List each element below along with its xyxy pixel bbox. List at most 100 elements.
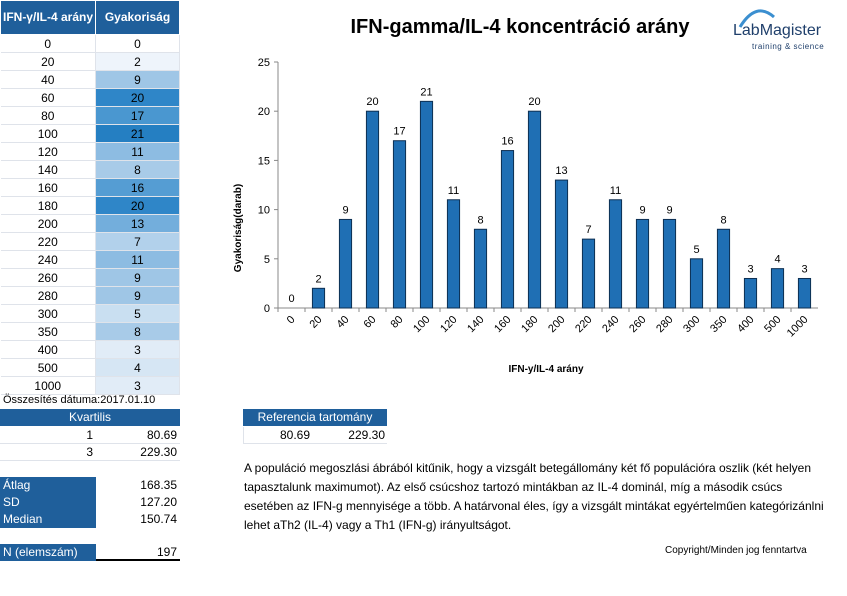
column-header-frequency: Gyakoriság <box>95 0 180 35</box>
reference-header: Referencia tartomány <box>243 409 387 426</box>
quartile-row: 3 229.30 <box>0 444 180 461</box>
bar-data-label: 5 <box>693 244 699 256</box>
bar <box>797 277 812 309</box>
quartiles-header-label: Kvartilis <box>68 410 111 424</box>
frequency-cell: 2 <box>95 52 180 71</box>
bar <box>689 258 704 309</box>
table-row: 40 9 <box>0 70 180 89</box>
frequency-cell: 20 <box>95 196 180 215</box>
table-row: 180 20 <box>0 196 180 215</box>
x-axis-label: IFN-y/IL-4 arány <box>508 364 583 375</box>
frequency-cell: 16 <box>95 178 180 197</box>
table-row: 300 5 <box>0 304 180 323</box>
ratio-cell: 350 <box>0 322 96 341</box>
table-row: 280 9 <box>0 286 180 305</box>
stat-label: Median <box>0 511 96 528</box>
x-tick-label: 60 <box>361 314 378 331</box>
chart-title: IFN-gamma/IL-4 koncentráció arány <box>350 16 690 38</box>
ratio-cell: 40 <box>0 70 96 89</box>
reference-low: 80.69 <box>280 428 311 442</box>
frequency-cell: 17 <box>95 106 180 125</box>
frequency-cell: 9 <box>95 268 180 287</box>
ratio-cell: 500 <box>0 358 96 377</box>
bar-data-label: 7 <box>585 224 591 236</box>
ratio-cell: 180 <box>0 196 96 215</box>
bar <box>311 287 326 309</box>
bar <box>365 110 380 309</box>
bar <box>635 218 650 309</box>
ratio-cell: 280 <box>0 286 96 305</box>
bar <box>500 150 515 309</box>
ratio-cell: 120 <box>0 142 96 161</box>
ratio-cell: 200 <box>0 214 96 233</box>
bar-data-label: 13 <box>555 165 567 177</box>
y-tick-label: 25 <box>258 57 270 69</box>
y-tick-label: 20 <box>258 106 270 118</box>
bar <box>473 228 488 309</box>
x-tick-label: 220 <box>573 314 594 335</box>
bar-data-label: 3 <box>747 263 753 275</box>
x-tick-label: 100 <box>411 314 432 335</box>
reference-header-label: Referencia tartomány <box>257 410 373 424</box>
ratio-cell: 240 <box>0 250 96 269</box>
y-tick-label: 0 <box>264 303 270 315</box>
bar-data-label: 3 <box>801 263 807 275</box>
frequency-cell: 11 <box>95 250 180 269</box>
frequency-cell: 3 <box>95 376 180 395</box>
bar <box>554 179 569 309</box>
copyright-text: Copyright/Minden jog fenntartva <box>665 545 807 556</box>
y-tick-label: 5 <box>264 254 270 266</box>
bar <box>392 140 407 309</box>
table-row: 60 20 <box>0 88 180 107</box>
table-row: 140 8 <box>0 160 180 179</box>
x-tick-label: 260 <box>627 314 648 335</box>
frequency-cell: 20 <box>95 88 180 107</box>
bar-data-label: 21 <box>420 86 432 98</box>
bar <box>419 100 434 309</box>
sample-size-value: 197 <box>156 545 177 559</box>
summary-date: Összesítés dátuma:2017.01.10 <box>3 394 156 406</box>
quartile-value: 80.69 <box>146 428 177 442</box>
frequency-cell: 8 <box>95 160 180 179</box>
bar-data-label: 8 <box>477 214 483 226</box>
reference-values: 80.69 229.30 <box>243 427 387 444</box>
frequency-cell: 0 <box>95 34 180 53</box>
frequency-cell: 5 <box>95 304 180 323</box>
bar-data-label: 9 <box>666 204 672 216</box>
stat-value: 150.74 <box>140 512 177 526</box>
bar-data-label: 20 <box>528 96 540 108</box>
x-tick-label: 280 <box>654 314 675 335</box>
frequency-cell: 21 <box>95 124 180 143</box>
x-tick-label: 120 <box>438 314 459 335</box>
quartile-value: 229.30 <box>140 445 177 459</box>
ratio-cell: 260 <box>0 268 96 287</box>
logo-tagline: training & science <box>752 42 825 51</box>
bar <box>662 218 677 309</box>
bar <box>527 110 542 309</box>
frequency-cell: 8 <box>95 322 180 341</box>
x-tick-label: 0 <box>285 314 298 327</box>
frequency-cell: 3 <box>95 340 180 359</box>
stat-label: SD <box>0 494 96 511</box>
x-tick-label: 180 <box>519 314 540 335</box>
table-row: 200 13 <box>0 214 180 233</box>
quartile-row: 1 80.69 <box>0 427 180 444</box>
ratio-cell: 0 <box>0 34 96 53</box>
table-row: 260 9 <box>0 268 180 287</box>
frequency-cell: 7 <box>95 232 180 251</box>
quartile-index: 3 <box>86 445 93 459</box>
ratio-cell: 60 <box>0 88 96 107</box>
table-row: 220 7 <box>0 232 180 251</box>
x-tick-label: 1000 <box>785 314 811 340</box>
frequency-table-body: 0 0 20 2 40 9 60 20 80 17 100 21 120 11 140 8 160 16 180 20… <box>0 34 180 395</box>
y-axis: 0 5 10 15 20 25 <box>258 57 279 315</box>
frequency-cell: 13 <box>95 214 180 233</box>
bar-data-label: 2 <box>315 273 321 285</box>
bar-data-label: 11 <box>610 185 621 197</box>
bar <box>770 268 785 309</box>
x-tick-label: 140 <box>465 314 486 335</box>
bar-data-label: 20 <box>366 96 378 108</box>
ratio-cell: 300 <box>0 304 96 323</box>
